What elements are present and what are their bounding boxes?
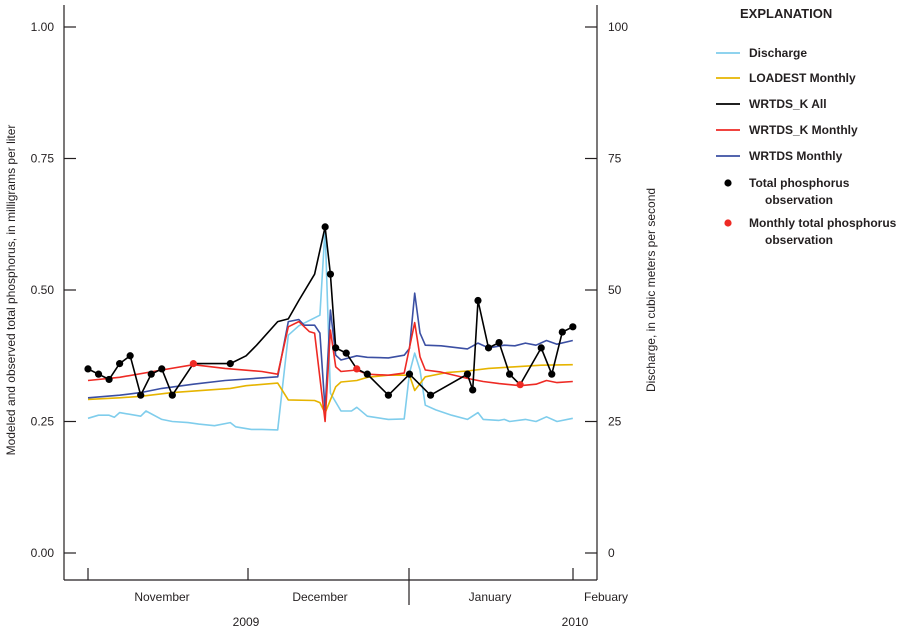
legend-title: EXPLANATION xyxy=(740,6,832,21)
year-label-2010: 2010 xyxy=(562,615,589,629)
point-total-phosphorus-observation xyxy=(474,296,482,305)
point-total-phosphorus-observation xyxy=(463,370,472,378)
point-monthly-total-phosphorus-observation xyxy=(516,381,524,389)
point-monthly-total-phosphorus-observation xyxy=(353,365,361,373)
point-total-phosphorus-observation xyxy=(426,391,435,399)
point-total-phosphorus-observation xyxy=(84,365,92,373)
left-tick-label: 0.50 xyxy=(31,283,55,297)
plot-frame xyxy=(63,5,598,605)
left-axis-label: Modeled and observed total phosphorus, i… xyxy=(4,125,18,456)
point-total-phosphorus-observation xyxy=(558,328,566,336)
point-total-phosphorus-observation xyxy=(147,370,155,378)
right-tick-label: 75 xyxy=(608,152,622,166)
left-tick-label: 0.25 xyxy=(31,415,55,429)
point-total-phosphorus-observation xyxy=(548,370,556,378)
point-total-phosphorus-observation xyxy=(405,370,414,378)
series-line-wrtds-monthly xyxy=(87,292,573,411)
point-total-phosphorus-observation xyxy=(495,339,503,347)
point-total-phosphorus-observation xyxy=(326,270,335,278)
series-layer xyxy=(84,223,577,431)
point-total-phosphorus-observation xyxy=(321,223,329,231)
legend-swatch-total-phosphorus-observation xyxy=(724,179,732,187)
month-label-february: Febuary xyxy=(584,590,628,604)
left-tick-label: 0.75 xyxy=(31,152,55,166)
right-tick-label: 50 xyxy=(608,283,622,297)
point-total-phosphorus-observation xyxy=(94,370,103,378)
point-total-phosphorus-observation xyxy=(116,360,124,368)
right-axis-ticks: 0 25 50 75 100 xyxy=(585,20,628,560)
month-label-january: January xyxy=(469,590,512,604)
point-total-phosphorus-observation xyxy=(226,360,234,368)
legend-label-wrtds-k-all: WRTDS_K All xyxy=(749,97,827,111)
point-total-phosphorus-observation xyxy=(484,344,493,352)
month-label-november: November xyxy=(134,590,189,604)
right-tick-label: 25 xyxy=(608,415,622,429)
left-axis-ticks: 0.00 0.25 0.50 0.75 1.00 xyxy=(31,20,76,560)
legend-label-wrtds-k-monthly: WRTDS_K Monthly xyxy=(749,123,858,137)
legend-label-wrtds-monthly: WRTDS Monthly xyxy=(749,149,843,163)
point-total-phosphorus-observation xyxy=(137,391,145,399)
legend-items: Discharge LOADEST Monthly WRTDS_K All WRTDS… xyxy=(716,46,897,247)
point-total-phosphorus-observation xyxy=(168,391,176,399)
point-total-phosphorus-observation xyxy=(342,349,350,357)
right-tick-label: 100 xyxy=(608,20,628,34)
year-label-2009: 2009 xyxy=(233,615,260,629)
month-label-december: December xyxy=(292,590,347,604)
point-total-phosphorus-observation xyxy=(332,344,340,352)
point-monthly-total-phosphorus-observation xyxy=(189,360,197,368)
point-total-phosphorus-observation xyxy=(363,370,371,378)
point-total-phosphorus-observation xyxy=(126,352,134,360)
legend-label-monthly-total-phosphorus-observation: Monthly total phosphorus observation xyxy=(749,216,897,247)
point-total-phosphorus-observation xyxy=(506,370,514,378)
point-total-phosphorus-observation xyxy=(158,365,166,373)
right-tick-label: 0 xyxy=(608,546,615,560)
left-tick-label: 1.00 xyxy=(31,20,55,34)
legend-swatch-monthly-total-phosphorus-observation xyxy=(724,219,732,227)
legend-label-discharge: Discharge xyxy=(749,46,807,60)
legend-label-total-phosphorus-observation: Total phosphorus observation xyxy=(749,176,850,207)
point-total-phosphorus-observation xyxy=(537,344,545,352)
right-axis-label: Discharge, in cubic meters per second xyxy=(644,188,658,392)
point-total-phosphorus-observation xyxy=(105,375,113,384)
legend-label-loadest-monthly: LOADEST Monthly xyxy=(749,71,856,85)
series-line-discharge xyxy=(87,227,573,431)
point-total-phosphorus-observation xyxy=(384,391,392,399)
legend: EXPLANATION Discharge LOADEST Monthly WRTD… xyxy=(716,6,897,247)
point-total-phosphorus-observation xyxy=(469,386,477,394)
point-total-phosphorus-observation xyxy=(569,323,577,331)
left-tick-label: 0.00 xyxy=(31,546,55,560)
